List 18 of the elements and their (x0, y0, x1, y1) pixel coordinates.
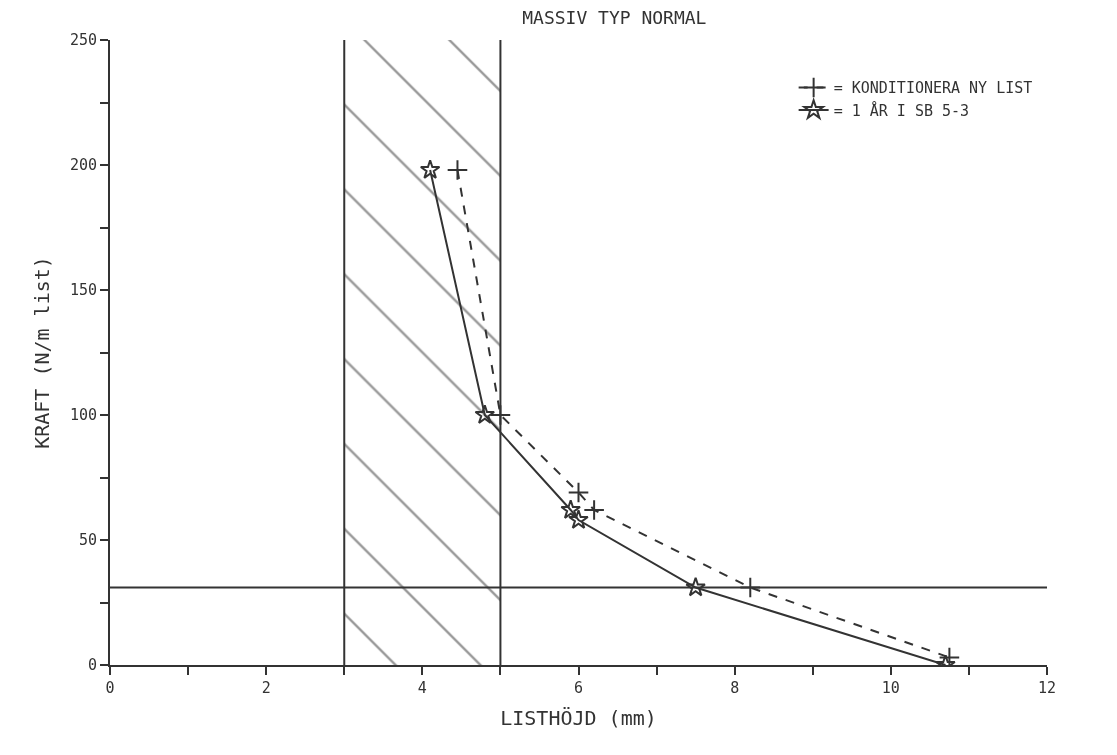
x-axis-title: LISTHÖJD (mm) (500, 706, 657, 730)
legend-label: = KONDITIONERA NY LIST (833, 79, 1033, 98)
y-axis-title: KRAFT (N/m list) (29, 256, 54, 449)
y-tick-label: 150 (69, 281, 97, 300)
x-tick-label: 8 (730, 679, 740, 697)
y-tick-label: 50 (78, 531, 97, 550)
x-tick-label: 2 (261, 679, 271, 697)
y-tick-label: 250 (69, 31, 97, 50)
x-tick-label: 6 (573, 679, 584, 697)
chart-title: MASSIV TYP NORMAL (522, 6, 707, 28)
x-tick-label: 4 (417, 679, 427, 697)
x-tick-label: 10 (881, 679, 900, 697)
legend-label: = 1 ÅR I SB 5-3 (833, 100, 970, 120)
y-tick-label: 200 (69, 156, 97, 175)
x-tick-label: 12 (1037, 679, 1057, 697)
y-tick-label: 100 (69, 406, 97, 425)
y-tick-label: 0 (87, 656, 97, 675)
x-tick-label: 0 (105, 679, 115, 697)
